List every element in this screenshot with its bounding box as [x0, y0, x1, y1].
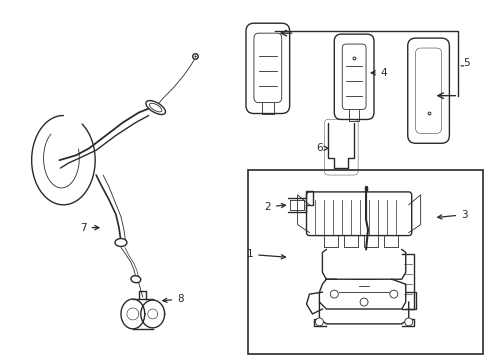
Bar [247, 170, 482, 354]
Circle shape [359, 298, 367, 306]
Text: 4: 4 [370, 68, 386, 78]
Circle shape [315, 318, 323, 326]
Circle shape [389, 290, 397, 298]
Circle shape [330, 290, 338, 298]
Ellipse shape [149, 103, 162, 112]
Text: 7: 7 [80, 222, 99, 233]
Ellipse shape [131, 276, 141, 283]
Text: 3: 3 [437, 210, 467, 220]
Text: 5: 5 [462, 58, 468, 68]
Text: 2: 2 [264, 202, 285, 212]
Ellipse shape [145, 100, 165, 114]
Ellipse shape [115, 239, 127, 247]
Text: 6: 6 [315, 143, 328, 153]
Circle shape [404, 318, 412, 326]
Text: 1: 1 [246, 249, 285, 260]
Text: 8: 8 [163, 294, 183, 304]
